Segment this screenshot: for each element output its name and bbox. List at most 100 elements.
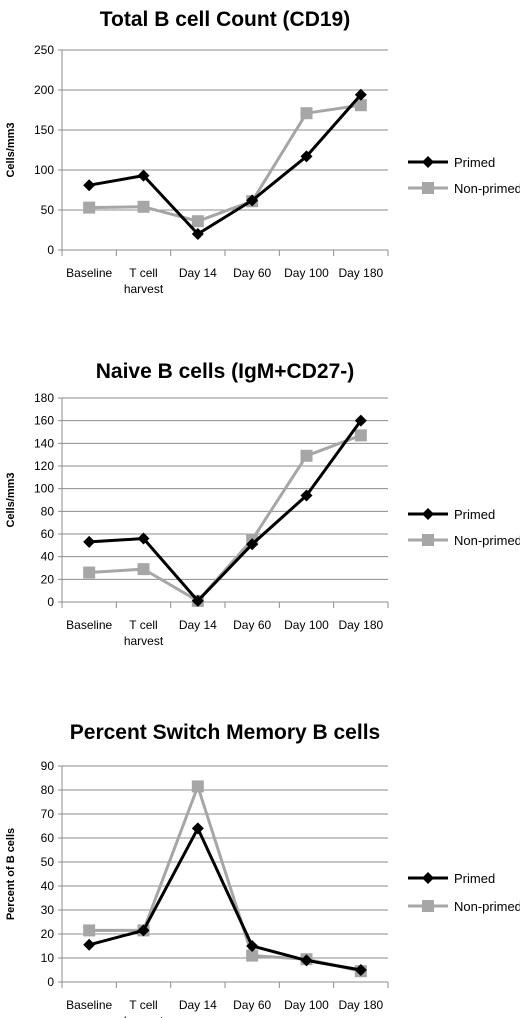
y-tick-label: 80 bbox=[41, 783, 55, 797]
data-point-non-primed bbox=[354, 429, 367, 442]
y-axis-label: Cells/mm3 bbox=[5, 122, 17, 177]
legend-label: Non-primed bbox=[454, 533, 520, 548]
data-point-primed bbox=[191, 228, 204, 240]
y-axis-label: Percent of B cells bbox=[5, 828, 17, 920]
y-tick-label: 60 bbox=[41, 831, 55, 845]
y-tick-label: 120 bbox=[34, 459, 54, 473]
legend-marker bbox=[422, 182, 434, 194]
y-tick-label: 50 bbox=[41, 203, 55, 217]
legend-item: Primed bbox=[408, 871, 495, 886]
x-tick-label: Baseline bbox=[66, 266, 112, 280]
data-point-non-primed bbox=[300, 449, 313, 462]
x-tick-label: Day 60 bbox=[233, 998, 271, 1012]
legend-label: Non-primed bbox=[454, 181, 520, 196]
legend-item: Primed bbox=[408, 155, 495, 170]
data-point-primed bbox=[300, 954, 313, 967]
y-tick-label: 60 bbox=[41, 527, 55, 541]
data-point-primed bbox=[191, 822, 204, 835]
y-tick-label: 50 bbox=[41, 855, 55, 869]
x-tick-label: Day 14 bbox=[179, 998, 217, 1012]
y-tick-label: 0 bbox=[47, 243, 54, 257]
y-tick-label: 40 bbox=[41, 550, 55, 564]
data-point-primed bbox=[83, 535, 96, 548]
series-line-primed bbox=[89, 419, 363, 603]
chart-3: Percent Switch Memory B cells 0 10 20 30 40 50… bbox=[5, 721, 520, 1018]
data-point-non-primed bbox=[300, 107, 313, 120]
chart-title: Naive B cells (IgM+CD27-) bbox=[96, 360, 355, 383]
data-point-non-primed bbox=[83, 201, 96, 214]
legend-marker bbox=[422, 872, 434, 884]
y-tick-label: 0 bbox=[47, 595, 54, 609]
series-line-primed bbox=[88, 93, 362, 236]
y-tick-label: 10 bbox=[41, 951, 55, 965]
chart-1: Total B cell Count (CD19) 0 50 100 150 200 250… bbox=[5, 8, 520, 296]
legend-item: Non-primed bbox=[408, 181, 520, 196]
y-tick-label: 100 bbox=[34, 163, 54, 177]
y-tick-label: 250 bbox=[34, 43, 54, 57]
chart-title: Total B cell Count (CD19) bbox=[100, 8, 350, 31]
data-point-primed bbox=[83, 179, 96, 192]
y-tick-label: 160 bbox=[34, 414, 54, 428]
series-line-non-primed bbox=[89, 103, 362, 223]
data-point-primed bbox=[191, 594, 204, 607]
data-point-non-primed bbox=[246, 949, 259, 962]
data-point-primed bbox=[354, 964, 367, 976]
x-tick-label: Day 60 bbox=[233, 266, 271, 280]
y-tick-label: 0 bbox=[47, 975, 54, 989]
data-point-primed bbox=[83, 938, 96, 951]
data-point-primed bbox=[354, 88, 367, 101]
y-tick-label: 180 bbox=[34, 391, 54, 405]
data-point-primed bbox=[137, 169, 150, 182]
y-tick-label: 20 bbox=[41, 572, 55, 586]
data-point-primed bbox=[137, 532, 150, 545]
y-tick-label: 80 bbox=[41, 504, 55, 518]
series-line-non-primed bbox=[89, 433, 362, 603]
x-tick-label: Day 180 bbox=[338, 618, 383, 632]
data-point-non-primed bbox=[83, 924, 96, 937]
data-point-primed bbox=[246, 194, 259, 207]
data-point-primed bbox=[246, 538, 259, 551]
legend-label: Non-primed bbox=[454, 899, 520, 914]
data-point-non-primed bbox=[137, 563, 150, 576]
data-point-non-primed bbox=[354, 99, 367, 112]
y-tick-label: 70 bbox=[41, 807, 55, 821]
data-point-primed bbox=[300, 489, 313, 502]
y-tick-label: 90 bbox=[41, 759, 55, 773]
y-tick-label: 20 bbox=[41, 927, 55, 941]
legend-label: Primed bbox=[454, 871, 495, 886]
y-tick-label: 200 bbox=[34, 83, 54, 97]
x-tick-label: Day 100 bbox=[284, 266, 329, 280]
legend-marker bbox=[422, 508, 434, 520]
x-tick-label: Day 14 bbox=[179, 618, 217, 632]
x-tick-label: Day 180 bbox=[338, 998, 383, 1012]
data-point-non-primed bbox=[191, 780, 204, 793]
legend-marker bbox=[422, 534, 434, 546]
y-tick-label: 140 bbox=[34, 436, 54, 450]
x-tick-label: Day 100 bbox=[284, 618, 329, 632]
legend-marker bbox=[422, 900, 434, 912]
y-axis-label: Cells/mm3 bbox=[5, 472, 17, 527]
y-tick-label: 150 bbox=[34, 123, 54, 137]
legend-item: Non-primed bbox=[408, 533, 520, 548]
series-line-primed bbox=[88, 826, 362, 972]
x-tick-label: Day 180 bbox=[338, 266, 383, 280]
legend-label: Primed bbox=[454, 507, 495, 522]
y-tick-label: 40 bbox=[41, 879, 55, 893]
chart-title: Percent Switch Memory B cells bbox=[70, 721, 380, 744]
legend-label: Primed bbox=[454, 155, 495, 170]
data-point-non-primed bbox=[137, 200, 150, 213]
x-tick-label: Day 60 bbox=[233, 618, 271, 632]
x-tick-label: Day 100 bbox=[284, 998, 329, 1012]
data-point-primed bbox=[354, 414, 367, 427]
data-point-primed bbox=[246, 940, 259, 952]
legend-item: Primed bbox=[408, 507, 495, 522]
x-tick-label: Day 14 bbox=[179, 266, 217, 280]
data-point-primed bbox=[137, 924, 150, 937]
y-tick-label: 100 bbox=[34, 482, 54, 496]
y-tick-label: 30 bbox=[41, 903, 55, 917]
data-point-non-primed bbox=[191, 215, 204, 228]
